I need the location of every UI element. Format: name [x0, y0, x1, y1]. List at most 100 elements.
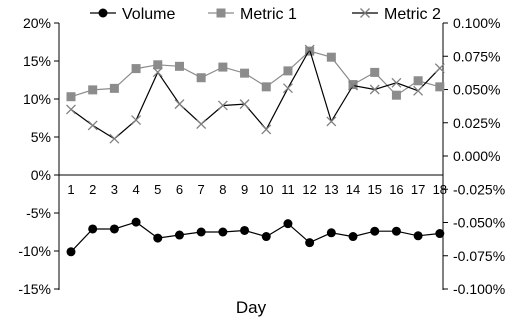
data-point — [174, 61, 184, 71]
legend-item: Volume — [90, 6, 175, 23]
right-tick-label: 0.075% — [453, 48, 500, 64]
x-tick-label: 18 — [433, 182, 447, 197]
data-point — [152, 67, 163, 78]
data-point — [369, 84, 380, 95]
data-point — [413, 231, 423, 241]
right-axis-ticks: 0.100% 0.075% 0.050% 0.025% 0.000% -0.025% -0.… — [443, 15, 505, 297]
data-point — [196, 73, 206, 83]
data-point — [261, 124, 272, 135]
right-tick-label: 0.050% — [453, 82, 500, 98]
data-point — [66, 247, 76, 257]
x-tick-label: 9 — [241, 182, 248, 197]
x-tick-label: 3 — [111, 182, 118, 197]
data-point — [391, 226, 401, 236]
data-point — [370, 226, 380, 236]
data-point — [413, 76, 423, 86]
left-tick-label: 15% — [23, 53, 51, 69]
right-tick-label: -0.050% — [453, 215, 505, 231]
data-point — [261, 82, 271, 92]
right-tick-label: 0.000% — [453, 148, 500, 164]
x-tick-label: 12 — [302, 182, 316, 197]
data-point — [370, 67, 380, 77]
x-tick-label: 5 — [154, 182, 161, 197]
x-tick-label: 16 — [389, 182, 403, 197]
series-volume — [66, 217, 445, 257]
legend-marker — [216, 8, 226, 18]
data-point — [326, 116, 337, 127]
data-point — [283, 219, 293, 229]
data-point — [326, 52, 336, 62]
x-tick-label: 6 — [176, 182, 183, 197]
legend: Volume Metric 1 Metric 2 — [90, 6, 441, 23]
axes — [58, 23, 444, 290]
data-point — [153, 233, 163, 243]
data-point — [196, 119, 207, 130]
x-tick-label: 7 — [198, 182, 205, 197]
x-tick-label: 15 — [367, 182, 381, 197]
right-tick-label: -0.100% — [453, 281, 505, 297]
data-point — [305, 238, 315, 248]
left-axis-ticks: 20% 15% 10% 5% 0% -5% -10% -15% — [18, 15, 59, 297]
left-tick-label: 5% — [31, 129, 51, 145]
data-point — [109, 224, 119, 234]
data-point — [66, 92, 76, 102]
right-tick-label: 0.025% — [453, 115, 500, 131]
series-layer — [66, 44, 445, 257]
x-tick-label: 8 — [219, 182, 226, 197]
data-point — [261, 232, 271, 242]
legend-item: Metric 1 — [208, 6, 297, 23]
data-point — [348, 232, 358, 242]
data-point — [283, 66, 293, 76]
data-point — [239, 99, 250, 110]
x-tick-label: 4 — [132, 182, 139, 197]
right-tick-label: 0.100% — [453, 15, 500, 31]
data-point — [218, 227, 228, 237]
data-point — [174, 99, 185, 110]
data-point — [240, 68, 250, 78]
left-tick-label: -10% — [18, 243, 51, 259]
legend-item: Metric 2 — [352, 6, 441, 23]
data-point — [109, 83, 119, 93]
data-point — [240, 225, 250, 235]
data-point — [196, 227, 206, 237]
x-tick-label: 1 — [67, 182, 74, 197]
data-point — [87, 120, 98, 131]
x-tick-label: 17 — [411, 182, 425, 197]
data-point — [326, 228, 336, 238]
data-point — [348, 80, 358, 90]
left-tick-label: 10% — [23, 91, 51, 107]
left-tick-label: -5% — [26, 205, 51, 221]
data-point — [434, 63, 445, 74]
left-tick-label: 0% — [31, 167, 51, 183]
data-point — [109, 133, 120, 144]
x-tick-label: 11 — [281, 182, 295, 197]
series-line — [70, 50, 440, 98]
legend-label: Metric 2 — [384, 6, 441, 23]
legend-label: Volume — [122, 6, 175, 23]
series-line — [70, 48, 441, 140]
data-point — [131, 217, 141, 227]
x-tick-label: 10 — [259, 182, 273, 197]
series-metric-1 — [66, 46, 445, 102]
data-point — [131, 64, 141, 74]
data-point — [435, 82, 445, 92]
data-point — [435, 229, 445, 239]
data-point — [282, 83, 293, 94]
data-point — [218, 62, 228, 72]
left-tick-label: -15% — [18, 281, 51, 297]
data-point — [391, 90, 401, 100]
series-metric-2 — [66, 44, 445, 144]
data-point — [217, 100, 228, 111]
left-tick-label: 20% — [23, 15, 51, 31]
data-point — [88, 224, 98, 234]
data-point — [88, 85, 98, 95]
right-tick-label: -0.075% — [453, 248, 505, 264]
x-tick-label: 14 — [346, 182, 360, 197]
data-point — [413, 85, 424, 96]
data-point — [348, 80, 358, 91]
data-point — [153, 60, 163, 70]
legend-label: Metric 1 — [240, 6, 297, 23]
x-tick-label: 13 — [324, 182, 338, 197]
data-point — [304, 44, 315, 55]
